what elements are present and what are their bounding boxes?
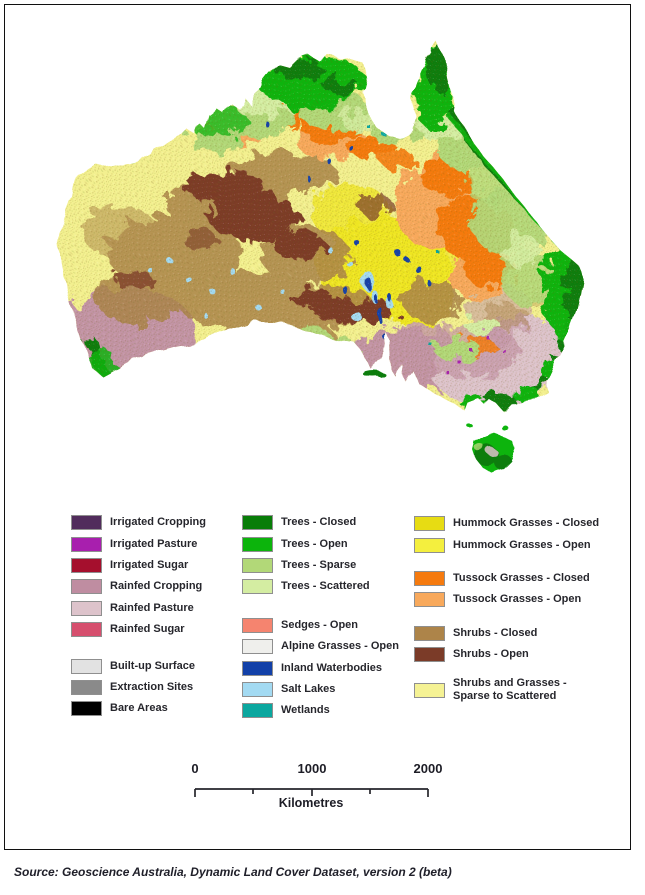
legend-label: Trees - Open — [281, 537, 348, 550]
legend-item: Irrigated Sugar — [71, 555, 236, 576]
legend-item: Wetlands — [242, 700, 412, 721]
legend-item: Alpine Grasses - Open — [242, 636, 412, 657]
legend-label: Tussock Grasses - Open — [453, 593, 582, 606]
legend-label: Hummock Grasses - Closed — [453, 517, 600, 530]
legend-item: Tussock Grasses - Closed — [414, 568, 634, 589]
legend-item: Built-up Surface — [71, 655, 236, 676]
legend-swatch — [242, 703, 273, 719]
legend-swatch — [71, 658, 102, 674]
legend-swatch — [242, 660, 273, 676]
legend-label: Rainfed Cropping — [110, 580, 203, 593]
legend-item: Tussock Grasses - Open — [414, 589, 634, 610]
legend-label: Tussock Grasses - Closed — [453, 571, 590, 584]
scale-bar-line — [194, 788, 429, 797]
legend-item: Bare Areas — [71, 698, 236, 719]
legend-swatch — [242, 617, 273, 633]
kangaroo-island — [363, 370, 385, 378]
legend-label: Wetlands — [281, 704, 330, 717]
legend-item: Irrigated Pasture — [71, 533, 236, 554]
legend-item: Shrubs and Grasses - Sparse to Scattered — [414, 677, 634, 703]
legend-label: Irrigated Pasture — [110, 537, 198, 550]
legend-label: Trees - Sparse — [281, 558, 357, 571]
legend-label: Alpine Grasses - Open — [281, 640, 399, 653]
source-attribution: Source: Geoscience Australia, Dynamic La… — [14, 865, 452, 879]
legend-swatch — [414, 537, 445, 553]
legend-item: Inland Waterbodies — [242, 657, 412, 678]
legend-label: Sedges - Open — [281, 618, 359, 631]
legend-label: Irrigated Sugar — [110, 558, 189, 571]
legend-swatch — [71, 557, 102, 573]
map-border-frame — [4, 4, 631, 850]
legend-label: Bare Areas — [110, 702, 168, 715]
legend-swatch — [71, 515, 102, 531]
legend-item: Trees - Closed — [242, 512, 412, 533]
legend-swatch — [242, 579, 273, 595]
legend-label: Rainfed Sugar — [110, 623, 185, 636]
legend-swatch — [242, 681, 273, 697]
legend-swatch — [242, 639, 273, 655]
legend-label: Salt Lakes — [281, 682, 336, 695]
legend-item: Hummock Grasses - Open — [414, 534, 634, 555]
legend-item: Trees - Sparse — [242, 555, 412, 576]
legend-swatch — [71, 679, 102, 695]
legend-label: Rainfed Pasture — [110, 601, 194, 614]
legend-item: Rainfed Pasture — [71, 598, 236, 619]
legend-item: Rainfed Cropping — [71, 576, 236, 597]
legend-label: Trees - Scattered — [281, 580, 370, 593]
scale-tick-label-2000: 2000 — [413, 761, 443, 776]
legend-label: Built-up Surface — [110, 659, 195, 672]
scale-unit-label: Kilometres — [278, 796, 344, 810]
legend-label: Inland Waterbodies — [281, 661, 383, 674]
legend-swatch — [71, 701, 102, 717]
legend-label: Shrubs - Closed — [453, 626, 538, 639]
legend-swatch — [71, 536, 102, 552]
legend-swatch — [414, 592, 445, 608]
legend-item: Trees - Open — [242, 533, 412, 554]
legend-swatch — [242, 515, 273, 531]
legend-item: Irrigated Cropping — [71, 512, 236, 533]
legend-swatch — [71, 600, 102, 616]
legend-swatch — [414, 625, 445, 641]
legend-swatch — [414, 516, 445, 532]
legend-swatch — [71, 622, 102, 638]
legend-label: Shrubs and Grasses - Sparse to Scattered — [453, 677, 567, 703]
legend-column-trees-water: Trees - Closed Trees - Open Trees - Sparse… — [242, 512, 412, 739]
legend-item: Hummock Grasses - Closed — [414, 513, 634, 534]
legend-swatch — [414, 570, 445, 586]
legend-label: Extraction Sites — [110, 680, 194, 693]
legend-item: Sedges - Open — [242, 615, 412, 636]
legend-label: Irrigated Cropping — [110, 516, 206, 529]
legend-item: Salt Lakes — [242, 679, 412, 700]
legend-label: Trees - Closed — [281, 516, 357, 529]
legend-item: Shrubs - Open — [414, 644, 634, 665]
legend-label: Shrubs - Open — [453, 648, 529, 661]
legend-item: Shrubs - Closed — [414, 623, 634, 644]
scale-tick-label-1000: 1000 — [297, 761, 327, 776]
legend-swatch — [242, 557, 273, 573]
legend-column-agriculture: Irrigated Cropping Irrigated Pasture Irrig… — [71, 512, 236, 735]
legend-swatch — [71, 579, 102, 595]
legend-item: Rainfed Sugar — [71, 619, 236, 640]
legend-item: Trees - Scattered — [242, 576, 412, 597]
legend-column-grasses-shrubs: Hummock Grasses - Closed Hummock Grasses … — [414, 513, 634, 715]
legend-swatch — [242, 536, 273, 552]
legend-item: Extraction Sites — [71, 677, 236, 698]
legend-label: Hummock Grasses - Open — [453, 538, 591, 551]
scale-tick-label-0: 0 — [191, 761, 199, 776]
legend-swatch — [414, 647, 445, 663]
legend-swatch — [414, 682, 445, 698]
